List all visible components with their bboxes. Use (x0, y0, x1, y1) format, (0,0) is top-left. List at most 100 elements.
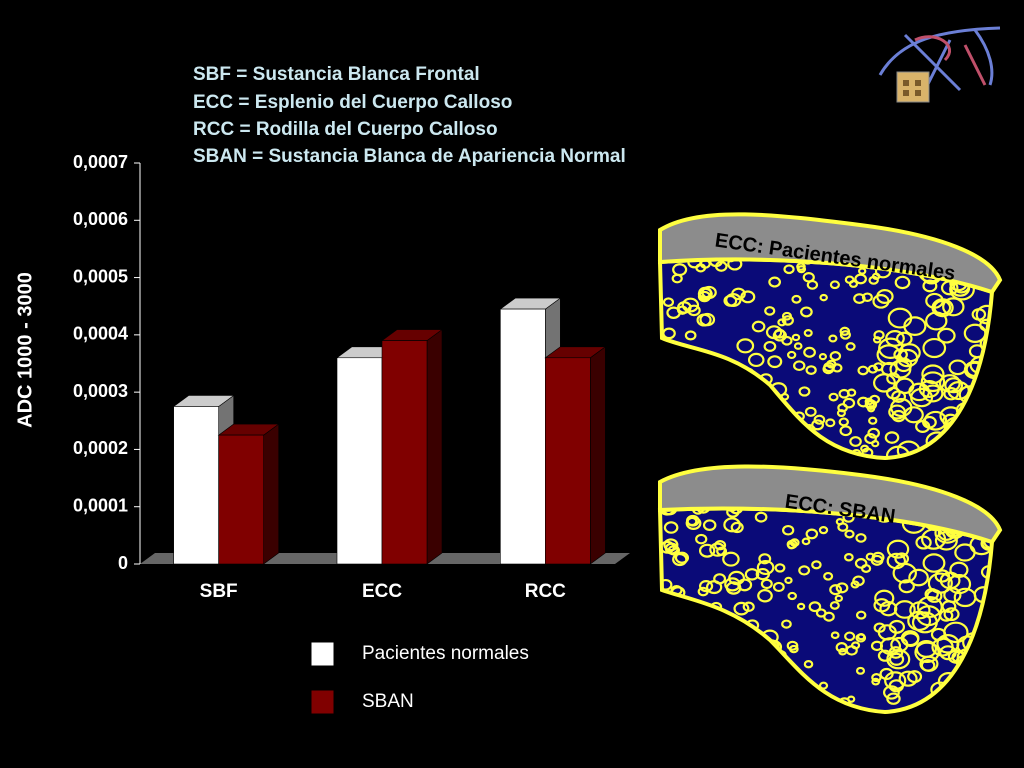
fiber (818, 681, 829, 690)
fiber (866, 405, 876, 413)
fiber (845, 342, 856, 351)
fiber (970, 444, 986, 457)
fiber (730, 521, 744, 534)
fiber (779, 661, 791, 672)
fiber (791, 333, 801, 342)
logo (878, 26, 1001, 103)
fiber (803, 328, 813, 337)
fiber (783, 264, 795, 275)
fiber (730, 697, 744, 709)
header-line: SBF = Sustancia Blanca Frontal (193, 64, 480, 85)
fiber (889, 359, 912, 379)
fiber (871, 551, 885, 563)
header-line: RCC = Rodilla del Cuerpo Calloso (193, 119, 498, 140)
fiber (985, 356, 992, 371)
fiber (855, 666, 866, 675)
fiber (942, 297, 965, 317)
fiber (674, 404, 691, 419)
bar (545, 357, 591, 565)
x-tick-label: ECC (362, 581, 402, 602)
fiber (723, 371, 739, 384)
fiber (830, 631, 840, 640)
fiber (854, 557, 868, 569)
fiber (695, 508, 711, 514)
fiber (823, 611, 835, 622)
fiber (839, 330, 851, 340)
fiber (681, 297, 700, 313)
fiber (662, 453, 675, 458)
legend-swatch (310, 641, 335, 667)
fiber (727, 259, 743, 271)
fiber (969, 389, 986, 404)
fiber (908, 568, 929, 587)
fiber (865, 552, 876, 561)
fiber (695, 533, 708, 545)
fiber (947, 573, 972, 595)
fiber (735, 382, 750, 395)
fiber (931, 298, 954, 318)
fiber (933, 299, 952, 316)
fiber (804, 406, 817, 417)
fiber (784, 576, 793, 585)
fiber (671, 650, 690, 666)
fiber (763, 340, 777, 352)
fiber (736, 338, 755, 354)
fiber (943, 443, 961, 458)
fiber (803, 660, 814, 669)
fiber (755, 637, 767, 648)
fiber (867, 364, 879, 374)
fiber (717, 701, 735, 712)
fiber (725, 396, 739, 408)
fiber (770, 428, 786, 443)
fiber (873, 330, 885, 340)
fiber (764, 306, 776, 316)
fiber (971, 390, 992, 409)
fiber (835, 582, 849, 594)
fiber (864, 433, 877, 445)
fiber (662, 297, 675, 307)
y-tick-label: 0,0001 (73, 495, 128, 515)
fiber (949, 561, 969, 579)
fiber (723, 294, 738, 307)
fiber (754, 511, 768, 523)
fiber (834, 594, 844, 603)
fiber (888, 646, 904, 659)
fiber (959, 650, 983, 671)
fiber (818, 526, 829, 535)
fiber (857, 633, 866, 641)
fiber (733, 601, 750, 616)
fiber (777, 318, 787, 327)
fiber (920, 659, 936, 672)
fiber (922, 415, 937, 429)
bar-side (590, 346, 606, 565)
fiber (747, 663, 766, 679)
fiber (793, 342, 803, 350)
fiber (663, 434, 680, 449)
fiber (697, 586, 709, 597)
fiber (723, 517, 741, 533)
y-tick-label: 0,0002 (73, 438, 128, 458)
fiber (727, 632, 739, 642)
fiber (683, 692, 701, 707)
fiber (934, 569, 951, 583)
fiber (774, 563, 786, 573)
fiber (939, 645, 957, 661)
fiber (801, 537, 811, 546)
fiber (756, 559, 775, 576)
fiber (898, 670, 918, 687)
fiber (818, 353, 828, 361)
fiber (956, 423, 973, 438)
fiber (711, 420, 727, 435)
fiber (873, 622, 886, 633)
fiber (684, 330, 697, 341)
fiber (660, 374, 672, 385)
fiber (714, 540, 727, 551)
fiber (914, 641, 940, 664)
y-tick-label: 0,0006 (73, 209, 128, 229)
fiber (698, 543, 716, 558)
fiber (985, 259, 992, 265)
fiber (848, 279, 859, 288)
fiber (661, 699, 679, 712)
fiber (871, 677, 881, 686)
